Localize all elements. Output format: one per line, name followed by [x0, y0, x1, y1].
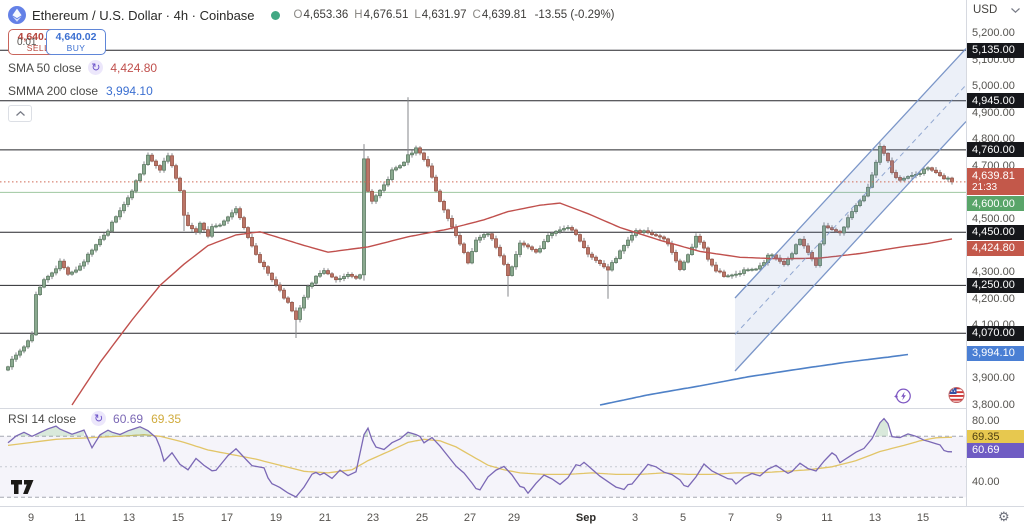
time-axis-label: 23: [366, 512, 380, 524]
indicator-value: 3,994.10: [106, 83, 153, 98]
currency-label: USD: [973, 4, 998, 16]
time-axis-label: 11: [821, 512, 833, 524]
time-axis-label: 9: [27, 512, 35, 524]
pane-separator[interactable]: [0, 408, 1024, 409]
spread-value: 0.01: [17, 36, 37, 48]
time-axis-label: 27: [463, 512, 477, 524]
price-axis-label: 4,200.00: [972, 292, 1015, 305]
rsi-ma-line: [7, 434, 953, 476]
chart-legend: Ethereum / U.S. Dollar · 4h · Coinbase O…: [8, 5, 615, 122]
rsi-axis-label: 80.00: [972, 415, 1000, 427]
ohlc-values: O4,653.36 H4,676.51 L4,631.97 C4,639.81 …: [293, 9, 615, 21]
sync-icon: ↻: [91, 411, 107, 426]
us-flag-icon[interactable]: [948, 386, 965, 404]
axis-border: [966, 0, 967, 529]
price-level-badge: 4,945.00: [967, 93, 1024, 109]
time-axis-label: 13: [868, 512, 882, 524]
low-value: 4,631.97: [421, 9, 467, 21]
candlestick-series: [6, 97, 954, 372]
tradingview-logo[interactable]: [10, 479, 36, 500]
rsi-value: 60.69: [113, 411, 144, 426]
time-axis-label: 17: [220, 512, 234, 524]
tradingview-logo-icon: [11, 480, 34, 494]
smma200-line: [599, 353, 909, 406]
trade-widget: 4,640.01 SELL 0.01 4,640.02 BUY: [8, 29, 615, 55]
time-axis-label: 19: [269, 512, 283, 524]
time-axis-label: 3: [631, 512, 639, 524]
sync-icon: ↻: [88, 60, 104, 75]
last-price-badge: 4,639.81 21:33: [967, 168, 1024, 196]
price-axis-label: 4,800.00: [972, 133, 1015, 146]
currency-selector[interactable]: USD: [973, 4, 1021, 16]
price-axis-label: 5,200.00: [972, 27, 1015, 39]
price-level-badge: 5,135.00: [967, 42, 1024, 58]
time-axis-label: 7: [727, 512, 735, 524]
chevron-down-icon: [1011, 7, 1021, 13]
rsi-overbought-fill: [16, 418, 912, 437]
time-axis[interactable]: 9 11 13 15 17 19 21 23 25 27 29 Sep 3 5 7 9 11 13 15: [0, 506, 1024, 529]
symbol-title-row[interactable]: Ethereum / U.S. Dollar · 4h · Coinbase O…: [8, 5, 615, 25]
rsi-line: [7, 417, 953, 498]
indicator-row-smma200[interactable]: SMMA 200 close 3,994.10: [8, 80, 615, 101]
ethereum-icon: [8, 6, 26, 24]
time-axis-label: 15: [916, 512, 930, 524]
price-axis[interactable]: USD 5,200.00 5,100.00 5,000.00 4,900.00 4,80…: [967, 0, 1024, 506]
channel-fill: [735, 48, 966, 372]
channel-lower-line[interactable]: [734, 121, 966, 372]
rsi-value-badge: 69.35: [967, 429, 1024, 445]
time-axis-label: 15: [171, 512, 185, 524]
indicator-name: SMMA 200 close: [8, 83, 99, 98]
indicator-row-sma50[interactable]: SMA 50 close ↻ 4,424.80: [8, 57, 615, 78]
price-level-badge: 3,994.10: [967, 345, 1024, 361]
change-value: -13.55 (-0.29%): [534, 9, 615, 21]
buy-button[interactable]: 4,640.02 BUY: [46, 29, 106, 55]
rsi-legend-row[interactable]: RSI 14 close ↻ 60.69 69.35: [8, 411, 189, 426]
price-level-badge: 4,600.00: [967, 196, 1024, 212]
close-value: 4,639.81: [481, 9, 527, 21]
rsi-value-badge: 60.69: [967, 442, 1024, 458]
price-level-badge: 4,070.00: [967, 325, 1024, 341]
chevron-up-icon: [15, 111, 25, 116]
rsi-ma-value: 69.35: [151, 411, 182, 426]
price-axis-label: 5,000.00: [972, 80, 1015, 93]
chart-canvas[interactable]: [0, 0, 966, 506]
symbol-title[interactable]: Ethereum / U.S. Dollar · 4h · Coinbase: [32, 7, 255, 23]
market-status-dot: [270, 10, 280, 20]
legend-collapse-button[interactable]: [8, 105, 32, 122]
rsi-name: RSI 14 close: [8, 411, 77, 426]
time-axis-label: Sep: [575, 512, 597, 524]
price-axis-label: 4,500.00: [972, 213, 1015, 225]
lightning-icon[interactable]: [893, 386, 912, 406]
price-axis-label: 4,300.00: [972, 266, 1015, 279]
time-axis-label: 29: [507, 512, 521, 524]
price-axis-label: 4,900.00: [972, 106, 1015, 119]
price-level-badge: 4,450.00: [967, 224, 1024, 240]
channel-mid-line: [734, 84, 966, 335]
indicator-name: SMA 50 close: [8, 60, 82, 75]
price-axis-label: 3,900.00: [972, 372, 1015, 385]
time-axis-label: 25: [415, 512, 429, 524]
settings-gear-icon[interactable]: ⚙: [998, 509, 1010, 524]
price-level-badge: 4,424.80: [967, 240, 1024, 256]
time-axis-label: 5: [679, 512, 687, 524]
time-axis-label: 13: [122, 512, 136, 524]
pane-icons: [893, 386, 965, 406]
time-axis-label: 11: [74, 512, 86, 524]
open-value: 4,653.36: [303, 9, 349, 21]
rsi-axis-label: 40.00: [972, 476, 1000, 488]
time-axis-label: 9: [775, 512, 783, 524]
channel-upper-line[interactable]: [734, 48, 966, 299]
price-axis-label: 3,800.00: [972, 399, 1015, 411]
indicator-value: 4,424.80: [110, 60, 158, 75]
price-level-badge: 4,760.00: [967, 142, 1024, 158]
price-level-badge: 4,250.00: [967, 277, 1024, 293]
time-axis-label: 21: [318, 512, 332, 524]
high-value: 4,676.51: [363, 9, 409, 21]
